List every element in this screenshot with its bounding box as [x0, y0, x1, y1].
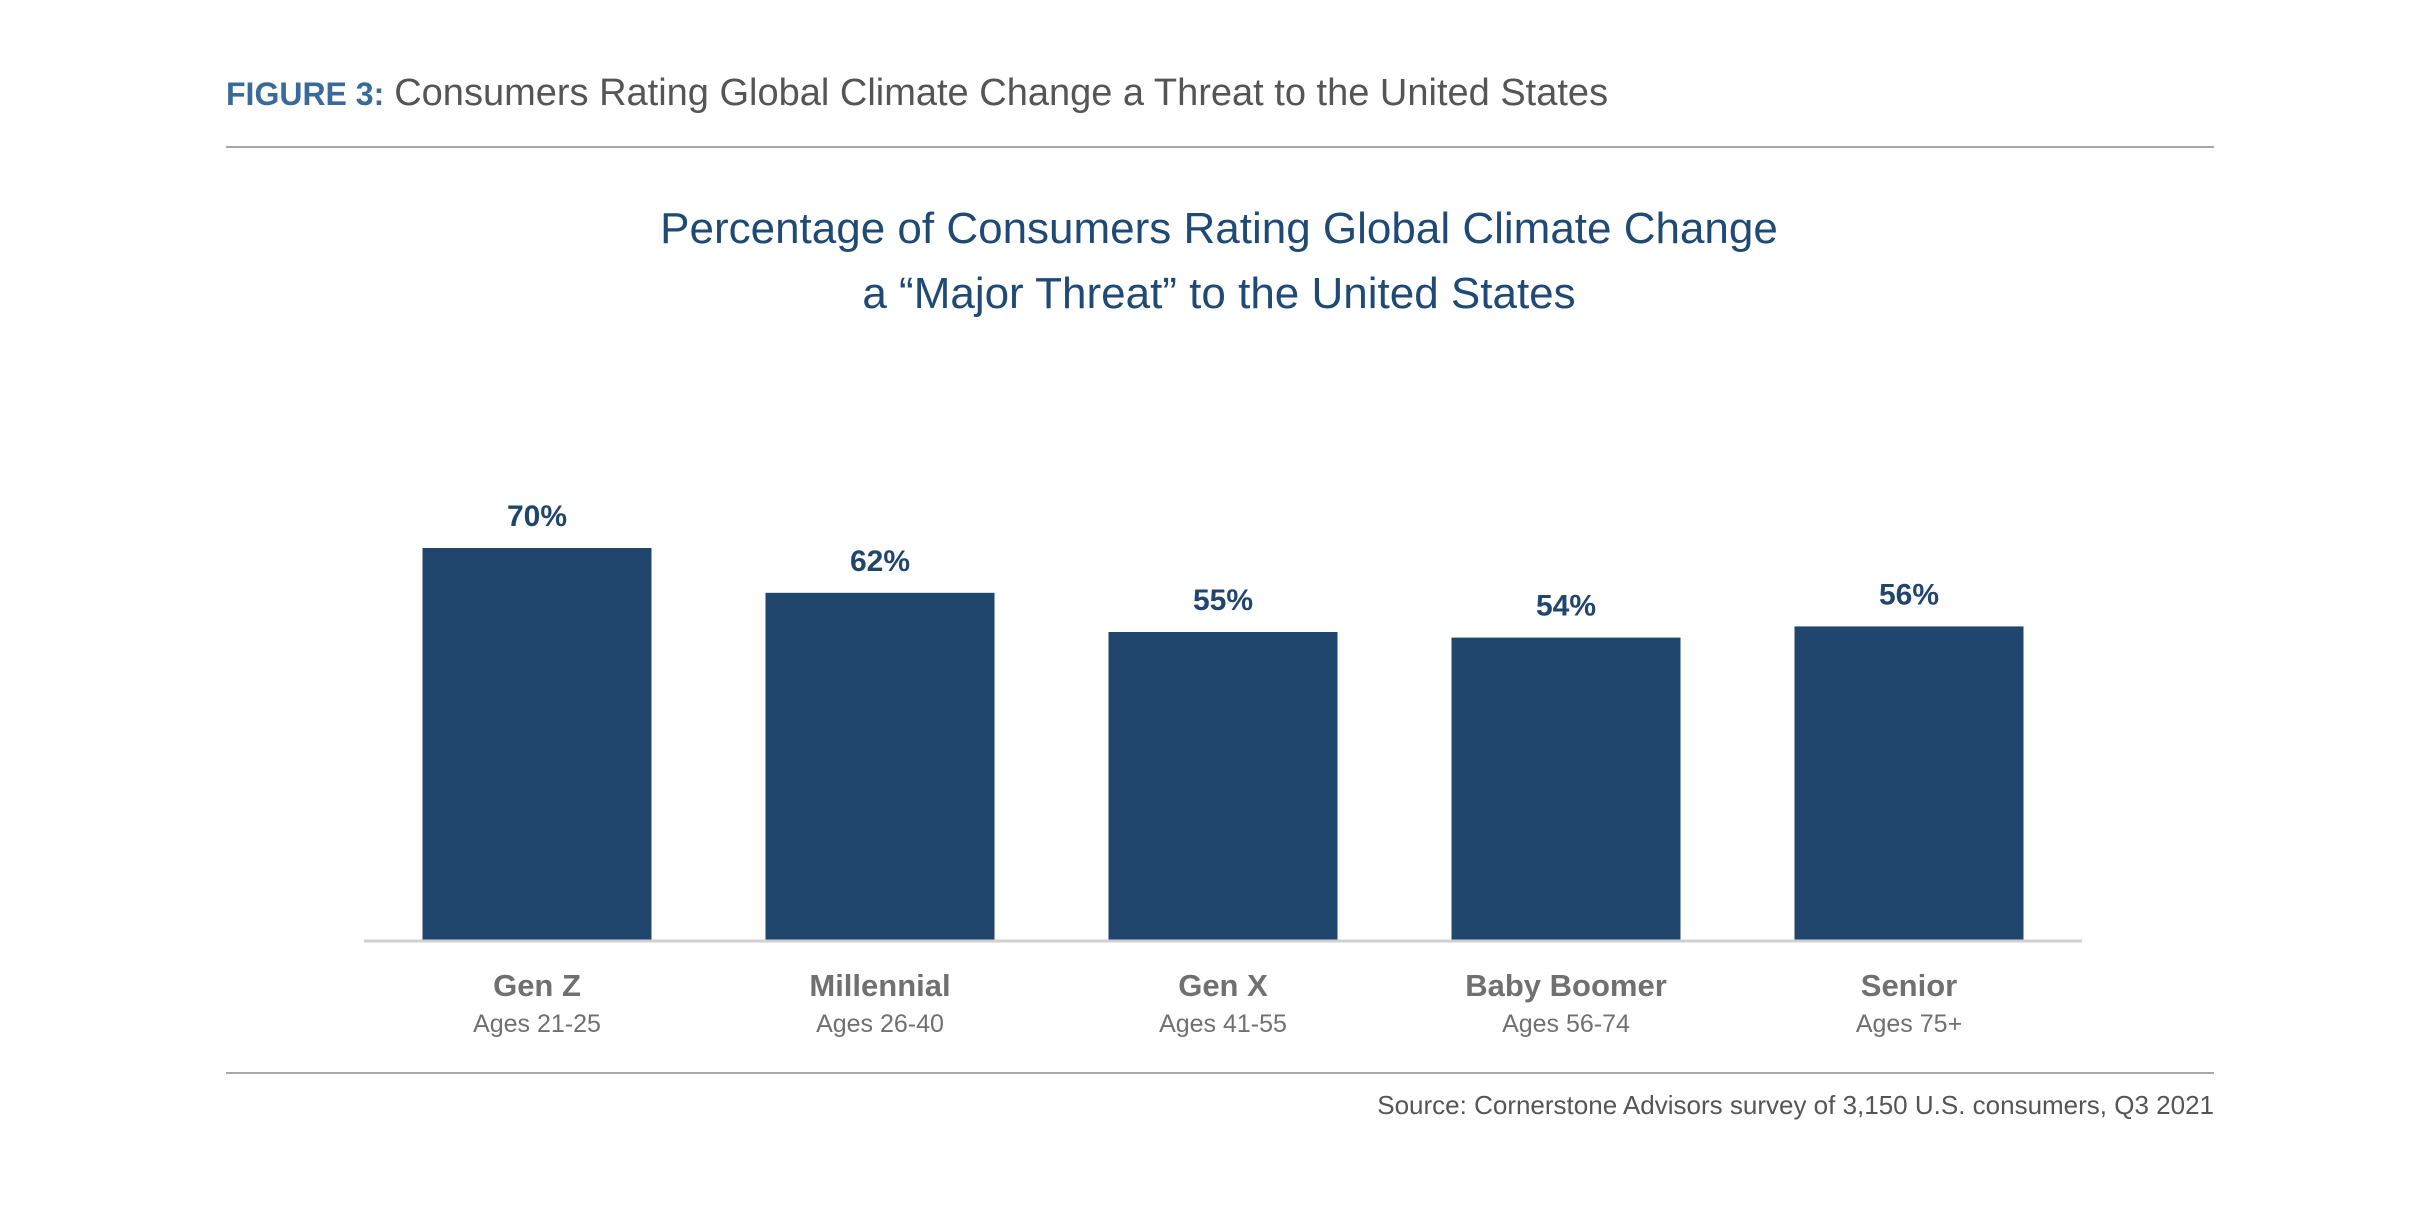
category-sublabel-0: Ages 21-25 [473, 1010, 601, 1038]
data-label-3: 54% [1536, 590, 1596, 623]
category-label-0: Gen Z [493, 968, 581, 1003]
data-label-4: 56% [1879, 578, 1939, 611]
chart-title: Percentage of Consumers Rating Global Cl… [0, 196, 2419, 326]
category-sublabel-2: Ages 41-55 [1159, 1010, 1287, 1038]
category-sublabel-3: Ages 56-74 [1502, 1010, 1630, 1038]
bar-2 [1108, 632, 1338, 940]
category-label-1: Millennial [809, 968, 950, 1003]
data-label-1: 62% [850, 545, 910, 578]
chart-title-line-1: Percentage of Consumers Rating Global Cl… [660, 204, 1778, 253]
category-sublabel-1: Ages 26-40 [816, 1010, 944, 1038]
category-label-2: Gen X [1178, 968, 1268, 1003]
category-sublabel-4: Ages 75+ [1856, 1010, 1962, 1038]
bottom-divider [226, 1072, 2214, 1074]
figure-label: FIGURE 3: [226, 76, 385, 112]
data-label-2: 55% [1193, 584, 1253, 617]
figure-header: FIGURE 3: Consumers Rating Global Climate… [226, 72, 1608, 115]
bar-3 [1451, 637, 1681, 940]
bar-4 [1794, 626, 2024, 940]
data-label-0: 70% [507, 500, 567, 533]
category-label-4: Senior [1861, 968, 1957, 1003]
chart-title-line-2: a “Major Threat” to the United States [862, 269, 1576, 318]
category-label-3: Baby Boomer [1465, 968, 1667, 1003]
figure-title: Consumers Rating Global Climate Change a… [394, 72, 1609, 114]
bar-1 [765, 592, 995, 940]
bar-0 [422, 548, 652, 940]
source-note: Source: Cornerstone Advisors survey of 3… [1377, 1090, 2214, 1120]
top-divider [226, 146, 2214, 148]
